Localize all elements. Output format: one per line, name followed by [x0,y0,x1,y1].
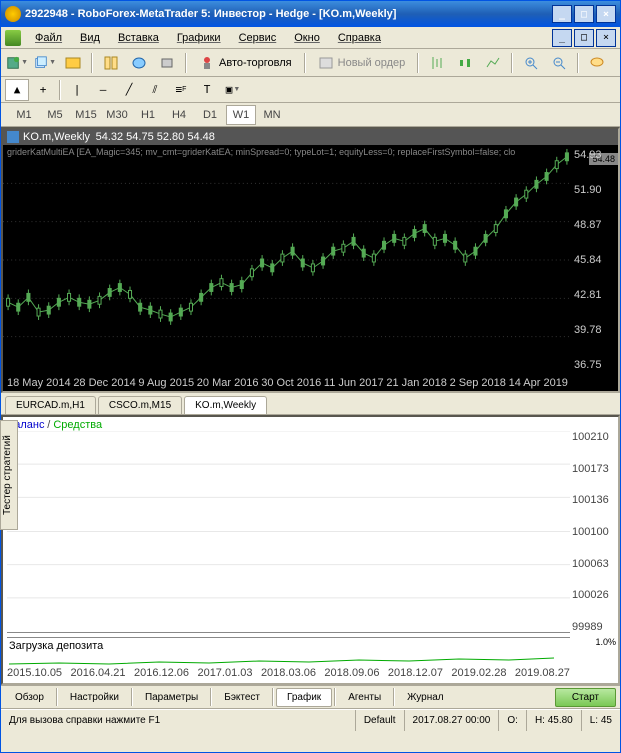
tab-chart[interactable]: График [276,688,332,707]
tf-m30[interactable]: M30 [102,105,132,125]
child-close-button[interactable]: × [596,29,616,47]
vline-button[interactable]: | [65,79,89,101]
status-profile: Default [356,710,405,731]
new-chart-button[interactable]: ▼ [5,52,29,74]
chart-ohlc: 54.32 54.75 52.80 54.48 [96,131,215,143]
status-o: O: [499,710,527,731]
data-window-button[interactable] [127,52,151,74]
price-chart[interactable]: KO.m,Weekly 54.32 54.75 52.80 54.48 grid… [1,127,620,393]
tab-agents[interactable]: Агенты [338,689,391,706]
tf-h4[interactable]: H4 [164,105,194,125]
tab-overview[interactable]: Обзор [5,689,54,706]
market-watch-button[interactable] [61,52,85,74]
hline-button[interactable]: — [91,79,115,101]
equidistant-button[interactable]: ⫽ [143,79,167,101]
chart-x-axis: 18 May 2014 28 Dec 2014 9 Aug 2015 20 Ma… [3,375,572,391]
funds-label: Средства [53,419,102,431]
drawing-toolbar: ▲ + | — ╱ ⫽ ≡F T ▣▼ [1,77,620,103]
tab-journal[interactable]: Журнал [397,689,454,706]
zoom-out-button[interactable] [547,52,571,74]
chart-tab-ko[interactable]: KO.m,Weekly [184,396,267,414]
close-button[interactable]: × [596,5,616,23]
timeframe-bar: M1 M5 M15 M30 H1 H4 D1 W1 MN [1,103,620,127]
chart-icon [7,131,19,143]
tf-mn[interactable]: MN [257,105,287,125]
menubar: Файл Вид Вставка Графики Сервис Окно Спр… [1,27,620,49]
cursor-button[interactable]: ▲ [5,79,29,101]
text-button[interactable]: T [195,79,219,101]
profiles-button[interactable]: ▼ [33,52,57,74]
menu-view[interactable]: Вид [72,30,108,46]
strategy-tester-button[interactable] [155,52,179,74]
minimize-button[interactable]: _ [552,5,572,23]
chart-y-axis: 54.93 51.90 48.87 45.84 42.81 39.78 36.7… [572,145,618,375]
tf-m5[interactable]: M5 [40,105,70,125]
chart-tab-csco[interactable]: CSCO.m,M15 [98,396,182,414]
tab-params[interactable]: Параметры [135,689,208,706]
tf-w1[interactable]: W1 [226,105,256,125]
main-toolbar: ▼ ▼ Авто-торговля Новый ордер [1,49,620,77]
candle-chart-button[interactable] [453,52,477,74]
chat-button[interactable] [585,52,609,74]
equity-canvas [7,431,570,633]
objects-button[interactable]: ▣▼ [221,79,245,101]
line-chart-button[interactable] [481,52,505,74]
window-title: 2922948 - RoboForex-MetaTrader 5: Инвест… [25,8,552,20]
tester-tabs: Обзор Настройки Параметры Бэктест График… [1,685,620,709]
deposit-load-value: 1.0% [595,637,616,647]
tab-backtest[interactable]: Бэктест [214,689,270,706]
chart-canvas: 54.48 [3,145,572,375]
chart-tab-eurcad[interactable]: EURCAD.m,H1 [5,396,96,414]
status-datetime: 2017.08.27 00:00 [405,710,500,731]
maximize-button[interactable]: □ [574,5,594,23]
tab-settings[interactable]: Настройки [60,689,129,706]
status-help: Для вызова справки нажмите F1 [1,710,356,731]
statusbar: Для вызова справки нажмите F1 Default 20… [1,709,620,731]
autotrade-label: Авто-торговля [219,57,292,69]
child-minimize-button[interactable]: _ [552,29,572,47]
deposit-load: Загрузка депозита [7,637,570,665]
deposit-load-label: Загрузка депозита [9,640,103,652]
titlebar: 2922948 - RoboForex-MetaTrader 5: Инвест… [1,1,620,27]
equity-header: Баланс / Средства [7,419,102,431]
new-order-button[interactable]: Новый ордер [312,53,412,73]
menu-charts[interactable]: Графики [169,30,229,46]
strategy-tester-tab[interactable]: Тестер стратегий [0,420,18,530]
start-button[interactable]: Старт [555,688,616,707]
equity-x-axis: 2015.10.05 2016.04.21 2016.12.06 2017.01… [7,667,570,681]
tf-m1[interactable]: M1 [9,105,39,125]
new-order-icon [318,55,334,71]
tf-h1[interactable]: H1 [133,105,163,125]
chart-symbol: KO.m,Weekly [23,131,90,143]
navigator-button[interactable] [99,52,123,74]
new-order-label: Новый ордер [338,57,406,69]
tf-m15[interactable]: M15 [71,105,101,125]
fibo-button[interactable]: ≡F [169,79,193,101]
menu-window[interactable]: Окно [286,30,328,46]
equity-y-axis: 100210 100173 100136 100100 100063 10002… [572,431,616,633]
mt5-icon [5,30,21,46]
menu-service[interactable]: Сервис [231,30,285,46]
status-h: H: 45.80 [527,710,582,731]
chart-header: KO.m,Weekly 54.32 54.75 52.80 54.48 [3,129,618,145]
autotrade-button[interactable]: Авто-торговля [193,53,298,73]
bar-chart-button[interactable] [425,52,449,74]
autotrade-icon [199,55,215,71]
menu-help[interactable]: Справка [330,30,389,46]
zoom-in-button[interactable] [519,52,543,74]
trendline-button[interactable]: ╱ [117,79,141,101]
menu-file[interactable]: Файл [27,30,70,46]
menu-insert[interactable]: Вставка [110,30,167,46]
crosshair-button[interactable]: + [31,79,55,101]
status-l: L: 45 [582,710,620,731]
tf-d1[interactable]: D1 [195,105,225,125]
chart-tabs: EURCAD.m,H1 CSCO.m,M15 KO.m,Weekly [1,393,620,415]
app-icon [5,6,21,22]
equity-chart[interactable]: Баланс / Средства 100210 100173 100136 1… [1,415,620,685]
child-maximize-button[interactable]: □ [574,29,594,47]
